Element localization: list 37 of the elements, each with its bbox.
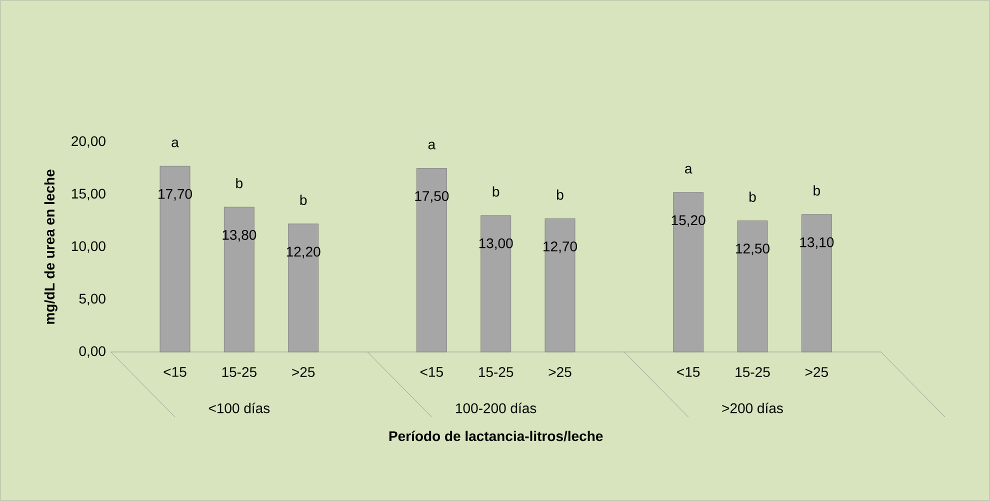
text: >200 días (722, 402, 783, 414)
data-label: 12,50 (736, 244, 770, 256)
y-axis-title: mg/dL de urea en leche (44, 170, 58, 324)
data-label: 13,00 (479, 238, 513, 250)
data-label: 12,70 (544, 241, 577, 254)
data-label: 17,70 (158, 188, 192, 201)
y-tick-label: 15,00 (72, 188, 106, 200)
data-label: 13,80 (222, 230, 256, 242)
annotation: b (814, 185, 820, 196)
data-label: 13,10 (800, 237, 834, 249)
x-tick-label: <15 (420, 367, 443, 377)
text: <100 días (208, 402, 270, 414)
x-tick-label: >25 (805, 367, 828, 378)
annotation: b (492, 186, 500, 197)
x-tick-label: <15 (164, 367, 186, 377)
annotation: a (428, 142, 436, 150)
x-tick-label: <15 (677, 367, 700, 377)
data-label: 12,20 (286, 246, 320, 258)
x-tick-label: 15-25 (736, 367, 770, 378)
annotation: b (750, 192, 756, 202)
annotation: b (300, 194, 307, 206)
data-label: 17,50 (415, 191, 449, 203)
x-tick-label: 15-25 (222, 367, 256, 378)
annotation: b (236, 178, 242, 188)
y-tick-label: 10,00 (72, 241, 106, 253)
annotation: a (172, 140, 179, 148)
y-tick-label: 5,00 (79, 294, 106, 306)
x-tick-label: >25 (548, 367, 572, 378)
data-label: 15,20 (672, 215, 706, 227)
text: 100-200 días (456, 402, 536, 414)
y-tick-label: 0,00 (79, 346, 106, 358)
annotation: b (557, 189, 564, 200)
x-axis-title: Período de lactancia-litros/leche (389, 430, 603, 442)
y-tick-label: 20,00 (72, 136, 106, 148)
annotation: a (685, 166, 692, 174)
x-tick-label: 15-25 (479, 367, 514, 378)
x-tick-label: >25 (292, 367, 315, 378)
